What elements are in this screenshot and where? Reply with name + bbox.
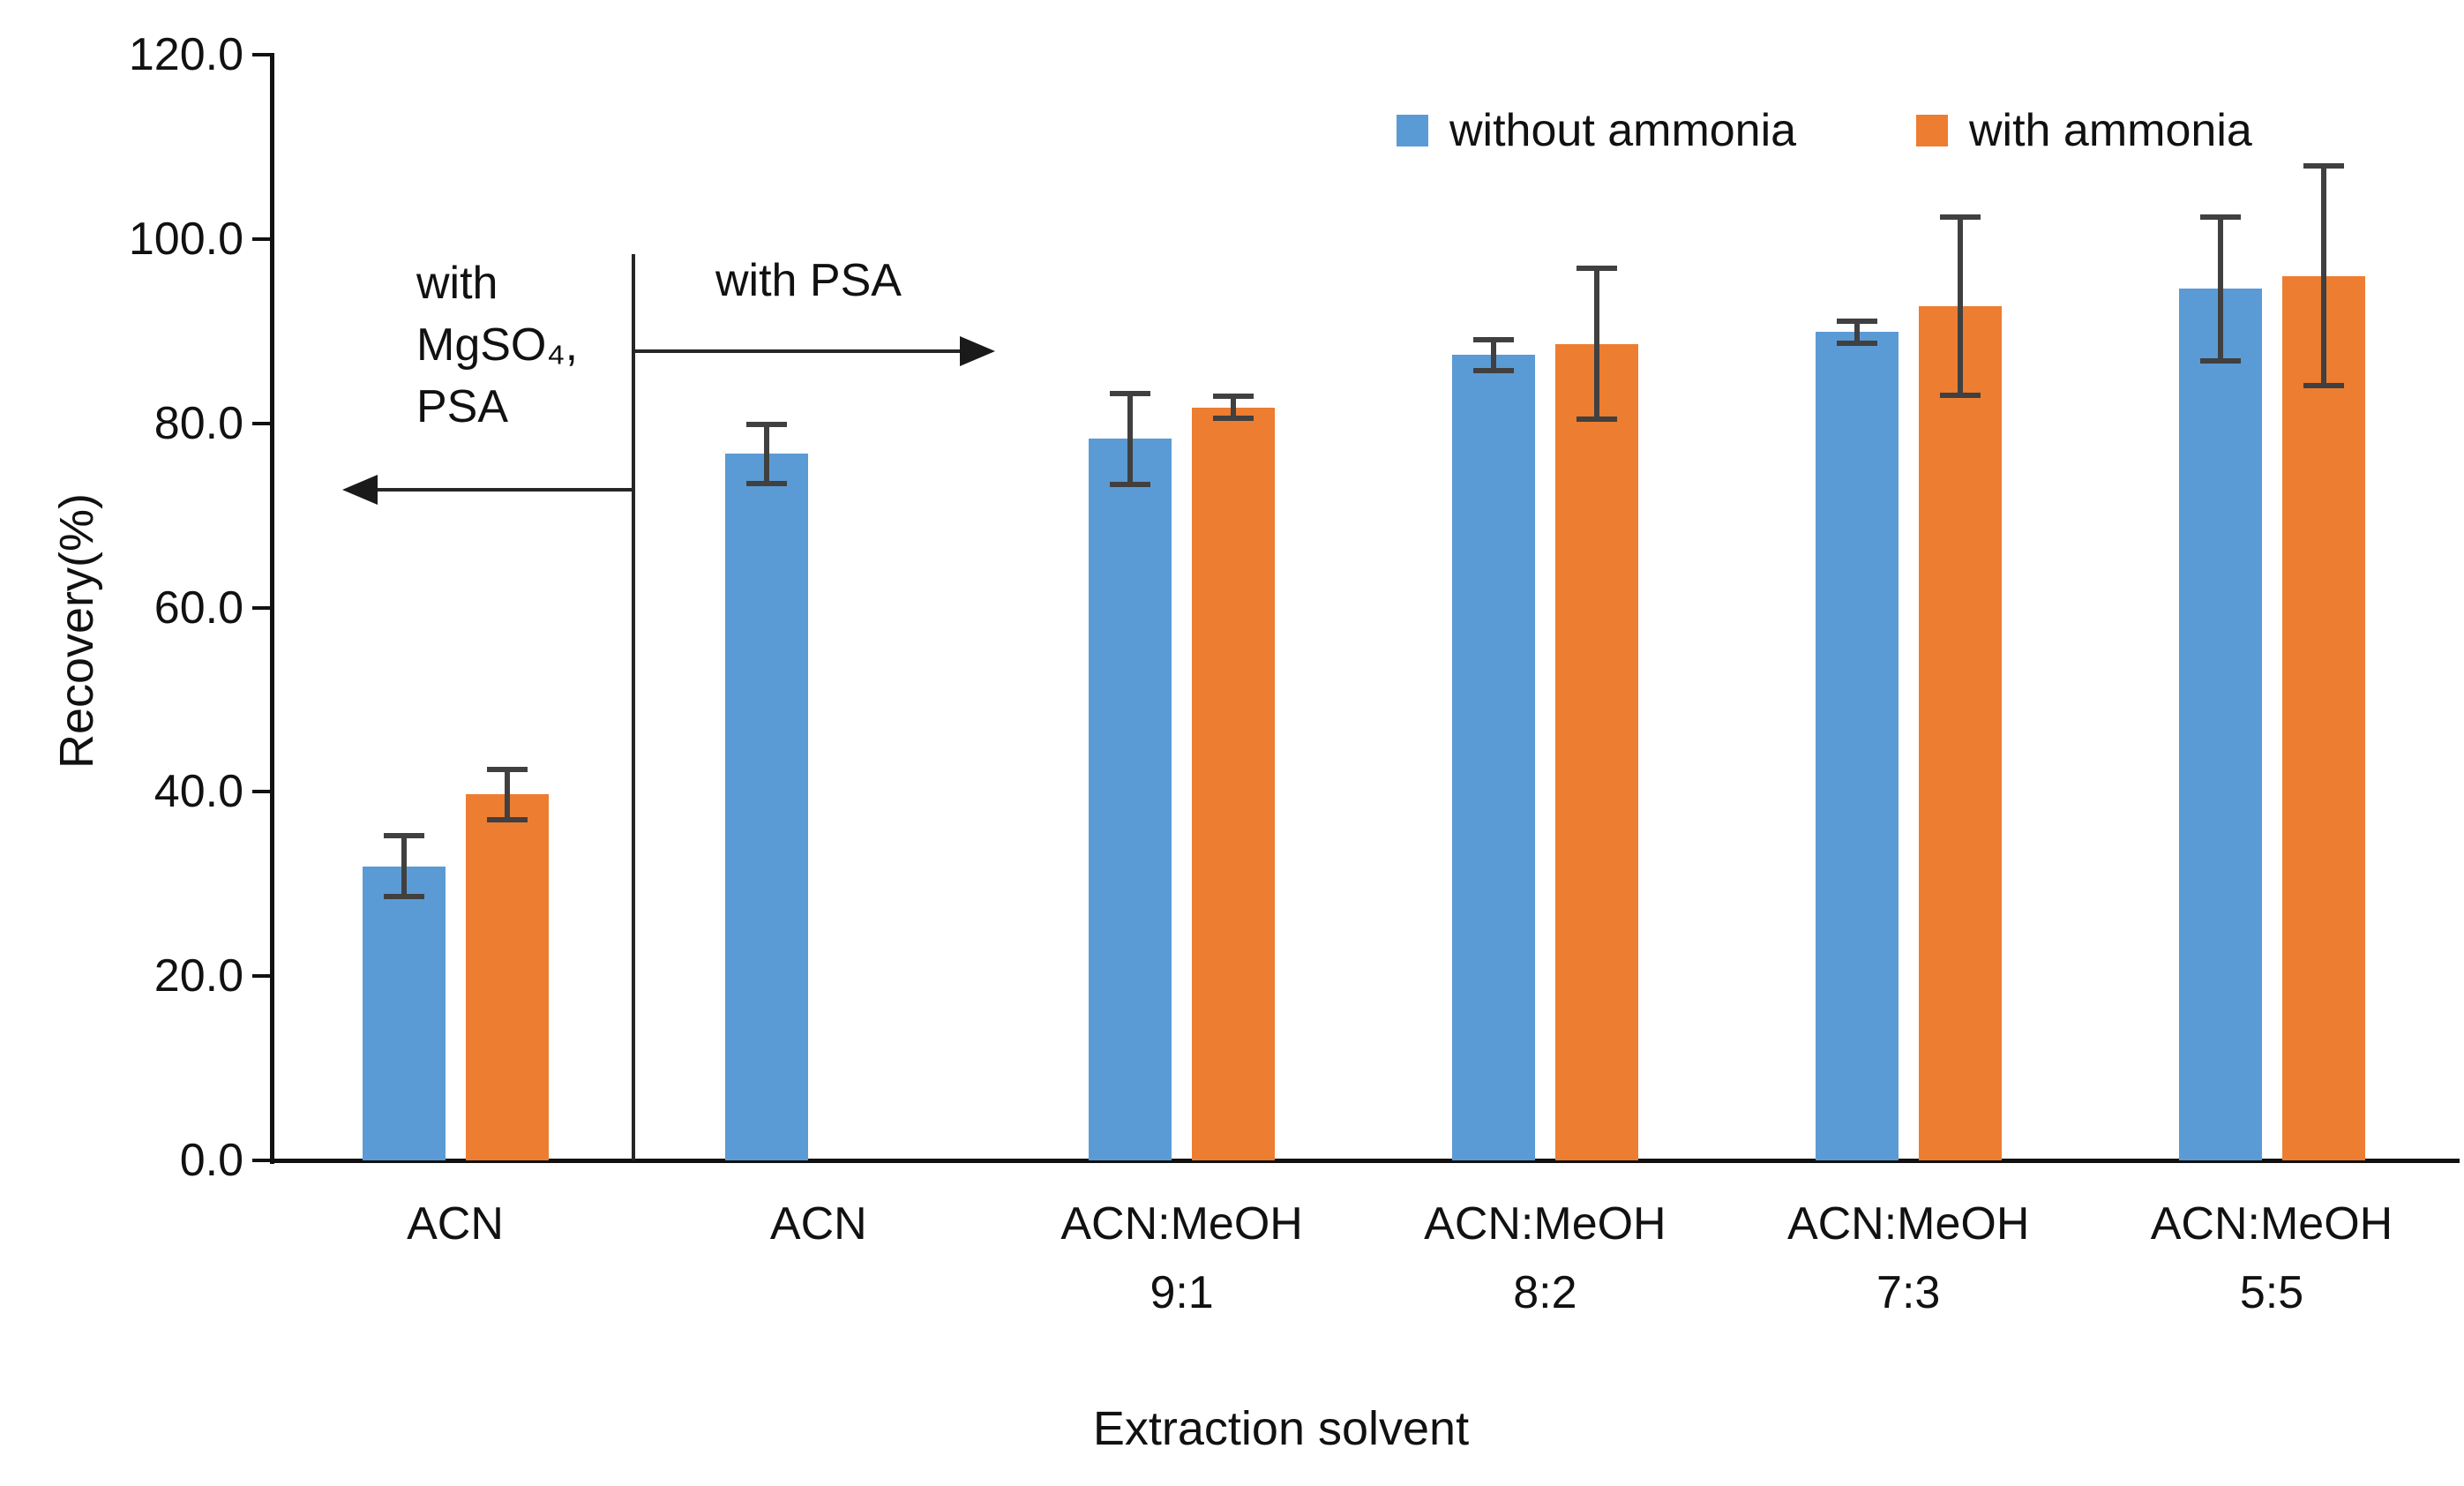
y-tick [252,236,273,241]
legend-swatch-blue-icon [1397,115,1428,146]
x-category-label: ACN:MeOH 8:2 [1424,1198,1666,1318]
error-bar-cap [486,767,528,773]
x-axis-title: Extraction solvent [1092,1402,1470,1455]
error-bar-cap [1213,394,1254,400]
legend-swatch-orange-icon [1916,115,1948,146]
bar-without-ammonia-cat3 [1451,355,1535,1160]
x-axis-line [270,1159,2460,1163]
bar-with-ammonia-cat3 [1554,343,1638,1160]
y-tick-label: 80.0 [154,397,243,449]
error-bar-cap [1836,340,1877,346]
error-bar-cap [383,833,424,839]
bar-with-ammonia-cat2 [1192,407,1276,1160]
y-tick [252,605,273,610]
legend-item-without-ammonia: without ammonia [1397,108,1796,154]
x-category-label: ACN:MeOH 9:1 [1060,1198,1303,1318]
error-bar-cap [486,816,528,822]
annotation-with-mgso4-psa: with MgSO₄, PSA [416,258,579,432]
error-bar-cap [383,894,424,900]
error-bar-cap [746,421,788,427]
error-bar-cap [2199,357,2241,364]
y-tick-label: 120.0 [128,29,243,80]
error-bar [1957,216,1963,396]
y-tick [252,1159,273,1162]
legend-label: without ammonia [1449,105,1797,156]
annotation-with-psa: with PSA [715,255,902,306]
error-bar [504,769,510,820]
right-arrow-head-icon [960,336,995,366]
error-bar-cap [1939,214,1981,220]
error-bar-cap [1472,368,1514,374]
bar-with-ammonia-cat4 [1918,306,2002,1160]
region-divider-line [632,254,635,1160]
error-bar-cap [1110,391,1151,397]
bar-without-ammonia-cat0 [362,866,446,1160]
error-bar [2217,216,2223,361]
error-bar-cap [1576,266,1617,272]
error-bar [1854,320,1860,343]
x-category-label: ACN:MeOH 7:3 [1786,1198,2030,1318]
error-bar-cap [1576,417,1617,423]
left-arrow-shaft [374,488,632,492]
bar-without-ammonia-cat5 [2178,289,2262,1160]
y-tick-label: 100.0 [128,213,243,265]
y-tick-label: 40.0 [154,766,243,818]
left-arrow-head-icon [342,475,378,505]
bar-without-ammonia-cat2 [1089,439,1172,1160]
y-tick-label: 0.0 [179,1135,243,1186]
y-tick [252,421,273,425]
error-bar [1490,339,1496,372]
right-arrow-shaft [635,349,960,353]
error-bar-cap [1939,393,1981,399]
error-bar-cap [1472,336,1514,342]
bar-with-ammonia-cat0 [465,794,549,1160]
error-bar-cap [2199,214,2241,220]
x-category-label: ACN [769,1198,867,1250]
error-bar [401,836,407,897]
error-bar [2320,166,2326,386]
bar-with-ammonia-cat5 [2281,275,2365,1160]
error-bar-cap [1213,416,1254,422]
legend-item-with-ammonia: with ammonia [1916,108,2252,154]
bar-without-ammonia-cat1 [725,454,809,1160]
error-bar-cap [746,480,788,486]
error-bar [1593,268,1599,420]
y-tick [252,790,273,794]
error-bar-cap [1110,481,1151,487]
error-bar-cap [1836,318,1877,324]
y-tick [252,53,273,56]
y-tick [252,974,273,979]
x-category-label: ACN [407,1198,504,1250]
error-bar [1231,396,1237,419]
legend-label: with ammonia [1969,105,2252,156]
x-category-label: ACN:MeOH 5:5 [2150,1198,2393,1318]
y-tick-label: 20.0 [154,950,243,1002]
error-bar [1127,394,1134,484]
y-tick-label: 60.0 [154,582,243,634]
error-bar [764,424,770,484]
error-bar-cap [2303,382,2344,388]
bar-without-ammonia-cat4 [1815,332,1899,1160]
y-axis-title: Recovery(%) [50,492,103,769]
error-bar-cap [2303,163,2344,169]
